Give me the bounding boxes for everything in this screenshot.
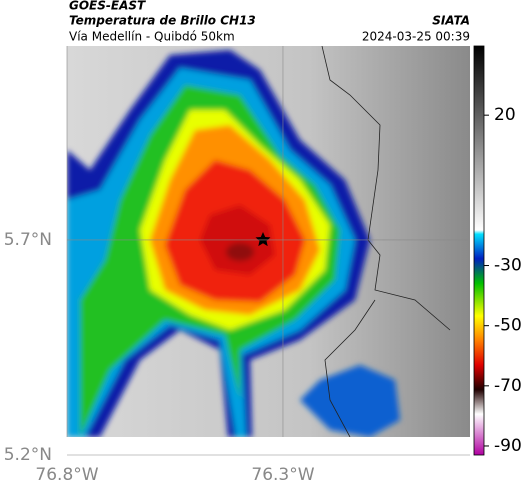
y-tick-label: 5.2°N [4,445,52,465]
colorbar-tick-label: -30 [494,256,522,276]
colorbar [473,45,485,456]
colorbar-tick-label: -70 [494,376,522,396]
colorbar-tick-label: -90 [494,436,522,456]
x-tick-label: 76.8°W [35,465,98,485]
source: GOES-EAST [69,0,146,13]
org: SIATA [432,14,470,28]
y-tick-label: 5.7°N [4,230,52,250]
colorbar-tick-label: 20 [494,105,516,125]
x-tick-label: 76.3°W [251,465,314,485]
map-image [67,46,470,437]
datetime: 2024-03-25 00:39 [362,30,470,44]
colorbar-tick-label: -50 [494,316,522,336]
title: Temperatura de Brillo CH13 [69,14,256,28]
subtitle: Vía Medellín - Quibdó 50km [69,30,235,44]
